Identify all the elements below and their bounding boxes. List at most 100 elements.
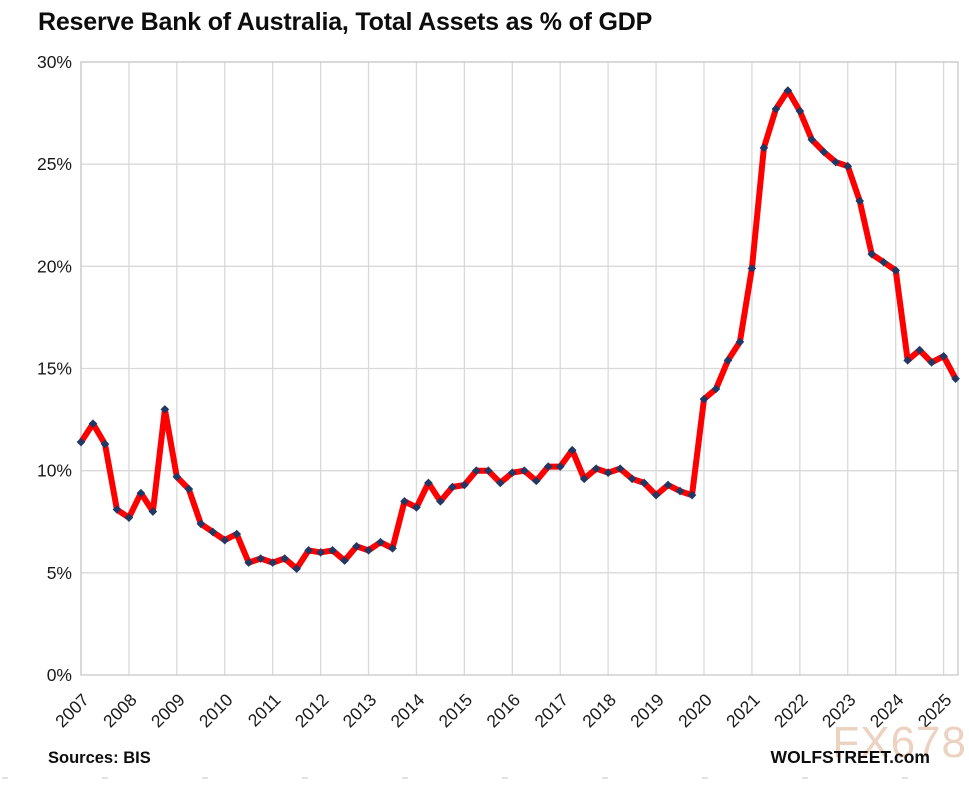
plot-frame bbox=[80, 61, 959, 676]
data-marker bbox=[340, 556, 349, 565]
data-marker bbox=[460, 480, 469, 490]
data-marker bbox=[208, 527, 218, 537]
data-marker bbox=[699, 394, 709, 404]
fx678-watermark: FX678 bbox=[832, 718, 967, 767]
x-tick-label: 2017 bbox=[530, 690, 572, 732]
x-tick-label: 2007 bbox=[51, 690, 93, 732]
data-marker bbox=[831, 157, 841, 167]
data-marker bbox=[723, 356, 733, 365]
data-marker bbox=[316, 548, 325, 557]
data-marker bbox=[627, 474, 637, 484]
data-marker bbox=[328, 546, 337, 555]
data-marker bbox=[783, 86, 793, 95]
bottom-tick-dashes bbox=[2, 777, 967, 779]
x-tick-label: 2008 bbox=[99, 690, 141, 732]
data-marker bbox=[639, 478, 649, 488]
data-marker bbox=[807, 135, 817, 144]
data-marker bbox=[436, 497, 445, 506]
data-marker bbox=[412, 503, 421, 512]
data-marker bbox=[615, 464, 625, 473]
data-marker bbox=[711, 384, 721, 394]
data-marker bbox=[651, 490, 661, 500]
x-tick-label: 2022 bbox=[770, 690, 812, 732]
data-marker bbox=[100, 439, 110, 449]
data-marker bbox=[364, 546, 373, 555]
x-tick-label: 2013 bbox=[339, 690, 381, 732]
x-tick-label: 2014 bbox=[387, 690, 429, 732]
data-marker bbox=[543, 462, 553, 471]
data-marker bbox=[891, 266, 900, 275]
data-marker bbox=[124, 513, 134, 522]
data-marker bbox=[136, 488, 146, 498]
data-marker bbox=[148, 507, 158, 516]
data-marker bbox=[879, 257, 888, 267]
data-marker bbox=[867, 249, 877, 259]
data-marker bbox=[903, 356, 912, 365]
data-marker bbox=[196, 519, 206, 529]
data-marker bbox=[292, 564, 301, 574]
data-marker bbox=[496, 478, 505, 488]
data-marker bbox=[795, 106, 805, 116]
data-marker bbox=[603, 468, 613, 478]
data-marker bbox=[579, 474, 589, 484]
x-tick-label: 2012 bbox=[291, 690, 333, 732]
data-marker bbox=[747, 264, 757, 273]
data-marker bbox=[268, 558, 277, 567]
data-marker bbox=[376, 537, 385, 547]
chart-title: Reserve Bank of Australia, Total Assets … bbox=[38, 8, 653, 36]
x-tick-label: 2016 bbox=[482, 690, 524, 732]
data-marker bbox=[663, 480, 673, 490]
x-tick-label: 2021 bbox=[722, 690, 764, 732]
sources-note: Sources: BIS bbox=[48, 749, 151, 767]
data-marker bbox=[843, 161, 853, 171]
data-marker bbox=[232, 529, 242, 539]
data-marker bbox=[531, 476, 541, 486]
data-marker bbox=[448, 482, 457, 492]
data-marker bbox=[519, 466, 529, 475]
data-marker bbox=[88, 419, 98, 428]
data-marker bbox=[280, 554, 289, 563]
data-line bbox=[78, 87, 959, 572]
data-marker bbox=[508, 468, 517, 478]
data-marker bbox=[939, 351, 948, 361]
x-tick-label: 2015 bbox=[435, 690, 477, 732]
data-marker bbox=[220, 535, 230, 545]
data-marker bbox=[160, 405, 170, 414]
y-tick-label: 5% bbox=[47, 563, 72, 583]
data-marker bbox=[304, 546, 313, 555]
data-marker bbox=[567, 445, 577, 455]
x-tick-label: 2019 bbox=[626, 690, 668, 732]
data-marker bbox=[735, 337, 745, 347]
y-tick-label: 20% bbox=[37, 256, 72, 276]
data-marker bbox=[855, 196, 865, 206]
data-marker bbox=[484, 466, 493, 475]
data-marker bbox=[256, 554, 266, 563]
data-marker bbox=[184, 484, 194, 494]
data-marker bbox=[555, 462, 565, 471]
data-marker bbox=[951, 374, 960, 384]
data-marker bbox=[76, 437, 86, 447]
data-marker bbox=[759, 143, 769, 153]
data-marker bbox=[687, 490, 697, 500]
data-marker bbox=[400, 497, 409, 506]
data-marker bbox=[675, 486, 685, 496]
y-tick-label: 0% bbox=[47, 665, 72, 685]
data-marker bbox=[424, 478, 433, 488]
x-tick-label: 2009 bbox=[147, 690, 189, 732]
data-marker bbox=[388, 544, 397, 553]
y-tick-label: 30% bbox=[37, 52, 72, 72]
x-tick-label: 2010 bbox=[195, 690, 237, 732]
data-marker bbox=[591, 464, 601, 473]
data-marker bbox=[472, 466, 481, 475]
data-marker bbox=[112, 505, 122, 514]
y-tick-label: 15% bbox=[37, 359, 72, 379]
x-tick-label: 2011 bbox=[244, 690, 285, 731]
data-marker bbox=[771, 104, 781, 114]
brand-note: WOLFSTREET.com bbox=[770, 747, 930, 767]
data-marker bbox=[352, 541, 361, 551]
y-tick-label: 25% bbox=[37, 154, 72, 174]
x-tick-label: 2018 bbox=[578, 690, 620, 732]
y-tick-label: 10% bbox=[37, 461, 72, 481]
